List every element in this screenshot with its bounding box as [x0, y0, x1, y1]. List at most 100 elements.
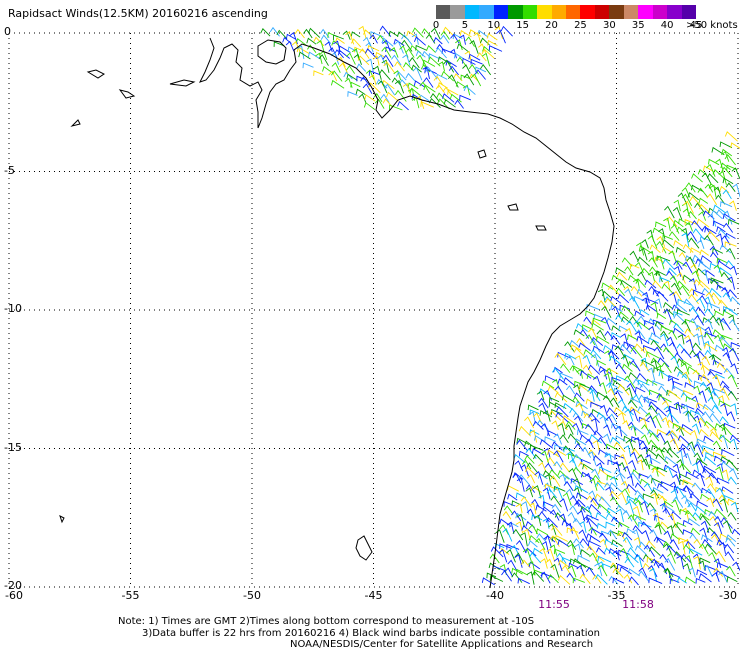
- wind-barb: [627, 360, 638, 368]
- wind-barb: [307, 51, 321, 60]
- wind-barb: [473, 32, 482, 45]
- wind-barb: [663, 217, 671, 232]
- wind-barb: [702, 468, 715, 479]
- wind-barb: [727, 374, 738, 388]
- wind-barb: [520, 496, 532, 508]
- wind-barb: [729, 265, 738, 276]
- wind-barb: [712, 451, 726, 458]
- wind-barb: [715, 317, 729, 326]
- wind-barb: [712, 374, 722, 389]
- wind-barb: [285, 40, 295, 52]
- wind-barb: [618, 325, 629, 332]
- wind-barb: [647, 271, 655, 282]
- wind-barb: [656, 482, 669, 491]
- wind-barb: [507, 559, 517, 571]
- legend-color-8: [551, 5, 567, 19]
- wind-barb: [690, 247, 701, 254]
- wind-barb: [722, 520, 732, 533]
- wind-barb: [704, 342, 718, 352]
- wind-barb: [592, 474, 602, 484]
- wind-barb: [697, 361, 706, 374]
- wind-barb: [581, 410, 593, 417]
- wind-barb: [540, 558, 548, 569]
- wind-barb: [647, 367, 656, 381]
- wind-barb: [697, 334, 705, 347]
- wind-barb: [322, 65, 335, 75]
- wind-barb: [656, 432, 666, 444]
- wind-barb: [645, 351, 660, 359]
- wind-barb: [603, 344, 613, 352]
- wind-barb: [682, 544, 694, 555]
- wind-barb: [614, 468, 626, 479]
- wind-barb: [559, 372, 573, 379]
- wind-barb: [587, 364, 601, 375]
- wind-barb: [681, 232, 690, 247]
- wind-barb: [663, 301, 673, 309]
- wind-barb: [710, 390, 721, 401]
- wind-barb: [700, 493, 710, 500]
- wind-barb: [659, 276, 671, 283]
- wind-barb: [644, 396, 657, 403]
- wind-barb: [634, 261, 644, 274]
- wind-barb: [515, 568, 529, 576]
- wind-barb: [561, 519, 573, 528]
- legend-color-13: [623, 5, 639, 19]
- wind-barb: [609, 490, 620, 500]
- wind-barb: [710, 277, 724, 284]
- wind-barb: [543, 447, 551, 458]
- wind-barb: [663, 530, 673, 542]
- wind-barb: [607, 529, 617, 540]
- wind-barb: [609, 496, 621, 509]
- wind-barb: [691, 173, 703, 183]
- wind-barb: [638, 416, 650, 423]
- wind-barb: [442, 26, 456, 38]
- wind-barb: [579, 520, 587, 533]
- wind-barb: [601, 305, 612, 319]
- wind-barb: [546, 548, 556, 562]
- wind-barb: [634, 386, 646, 393]
- wind-barb: [554, 402, 567, 409]
- wind-barb: [419, 94, 430, 102]
- legend-color-11: [594, 5, 610, 19]
- wind-barb: [662, 543, 672, 554]
- wind-barb: [685, 338, 694, 351]
- wind-barb: [608, 355, 621, 365]
- wind-barb: [696, 472, 706, 487]
- wind-barb: [604, 297, 618, 309]
- wind-barb: [489, 553, 500, 564]
- wind-barb: [673, 310, 683, 317]
- wind-barb: [656, 428, 670, 436]
- wind-barb: [702, 165, 714, 172]
- wind-barb: [697, 417, 710, 429]
- wind-barb: [627, 547, 639, 557]
- time-label-1: 11:55: [538, 598, 570, 611]
- wind-barb: [553, 450, 564, 463]
- wind-barb: [618, 453, 628, 466]
- wind-barb: [548, 523, 557, 535]
- wind-barb: [619, 344, 632, 355]
- wind-barb: [575, 322, 588, 332]
- wind-barb: [486, 572, 497, 579]
- wind-barb: [324, 41, 333, 53]
- wind-barb: [489, 575, 504, 582]
- wind-barb: [663, 440, 672, 450]
- wind-barb: [362, 36, 372, 47]
- wind-barb: [433, 37, 443, 45]
- wind-barb: [695, 505, 707, 515]
- wind-barb: [415, 44, 428, 51]
- wind-barb: [714, 508, 727, 520]
- wind-barb: [716, 463, 724, 473]
- wind-barb: [421, 50, 432, 59]
- wind-barb: [704, 308, 715, 317]
- wind-barb: [530, 485, 542, 493]
- wind-barb: [411, 33, 419, 45]
- wind-barb: [701, 355, 711, 366]
- wind-barb: [360, 76, 371, 87]
- wind-barb: [720, 461, 734, 471]
- wind-barb: [704, 565, 717, 571]
- wind-barb: [695, 402, 709, 411]
- wind-barb: [386, 91, 399, 102]
- wind-barb: [617, 293, 630, 304]
- wind-barb: [385, 46, 397, 53]
